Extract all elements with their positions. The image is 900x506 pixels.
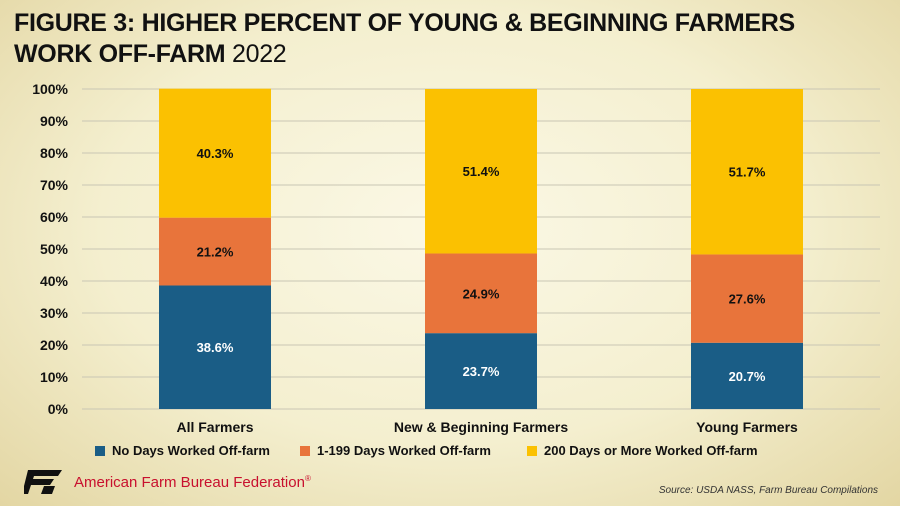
- data-label: 24.9%: [463, 286, 500, 301]
- x-tick-label: All Farmers: [176, 419, 253, 435]
- bar-segment: [159, 217, 271, 286]
- data-label: 20.7%: [729, 369, 766, 384]
- bar-segment: [425, 253, 537, 334]
- y-tick-label: 20%: [40, 337, 69, 353]
- data-label: 21.2%: [197, 245, 234, 260]
- x-tick-label: Young Farmers: [696, 419, 798, 435]
- bar-segment: [159, 88, 271, 218]
- y-tick-label: 60%: [40, 209, 69, 225]
- data-label: 51.7%: [729, 165, 766, 180]
- bar-segment: [425, 333, 537, 409]
- org-branding: American Farm Bureau Federation®: [22, 470, 311, 494]
- legend-item: No Days Worked Off-farm: [95, 443, 270, 458]
- data-label: 40.3%: [197, 146, 234, 161]
- y-tick-label: 80%: [40, 145, 69, 161]
- y-tick-label: 70%: [40, 177, 69, 193]
- y-tick-label: 40%: [40, 273, 69, 289]
- y-tick-label: 90%: [40, 113, 69, 129]
- data-label: 51.4%: [463, 164, 500, 179]
- chart-title-year: 2022: [232, 40, 287, 68]
- data-label: 38.6%: [197, 340, 234, 355]
- afbf-logo-icon: [22, 470, 62, 494]
- bar-segment: [691, 342, 803, 409]
- legend-swatch: [300, 445, 310, 456]
- org-name: American Farm Bureau Federation®: [74, 473, 311, 491]
- y-tick-label: 50%: [40, 241, 69, 257]
- bar-segment: [425, 89, 537, 254]
- legend-label: 200 Days or More Worked Off-farm: [544, 443, 758, 458]
- data-label: 23.7%: [463, 364, 500, 379]
- y-tick-label: 100%: [32, 81, 68, 97]
- legend-swatch: [95, 445, 105, 456]
- chart-title: FIGURE 3: HIGHER PERCENT OF YOUNG & BEGI…: [14, 8, 874, 70]
- legend-label: No Days Worked Off-farm: [112, 443, 270, 458]
- legend-item: 200 Days or More Worked Off-farm: [527, 443, 758, 458]
- legend-item: 1-199 Days Worked Off-farm: [300, 443, 491, 458]
- source-note: Source: USDA NASS, Farm Bureau Compilati…: [658, 485, 878, 496]
- chart-title-main: FIGURE 3: HIGHER PERCENT OF YOUNG & BEGI…: [14, 9, 795, 68]
- legend-swatch: [527, 445, 537, 456]
- bar-segment: [691, 89, 803, 255]
- legend-label: 1-199 Days Worked Off-farm: [317, 443, 491, 458]
- y-tick-label: 10%: [40, 369, 69, 385]
- x-tick-label: New & Beginning Farmers: [394, 419, 568, 435]
- data-label: 27.6%: [729, 292, 766, 307]
- bar-segment: [159, 285, 271, 409]
- y-tick-label: 30%: [40, 305, 69, 321]
- bar-segment: [691, 254, 803, 343]
- chart-legend: No Days Worked Off-farm 1-199 Days Worked…: [0, 443, 900, 463]
- y-tick-label: 0%: [48, 401, 69, 417]
